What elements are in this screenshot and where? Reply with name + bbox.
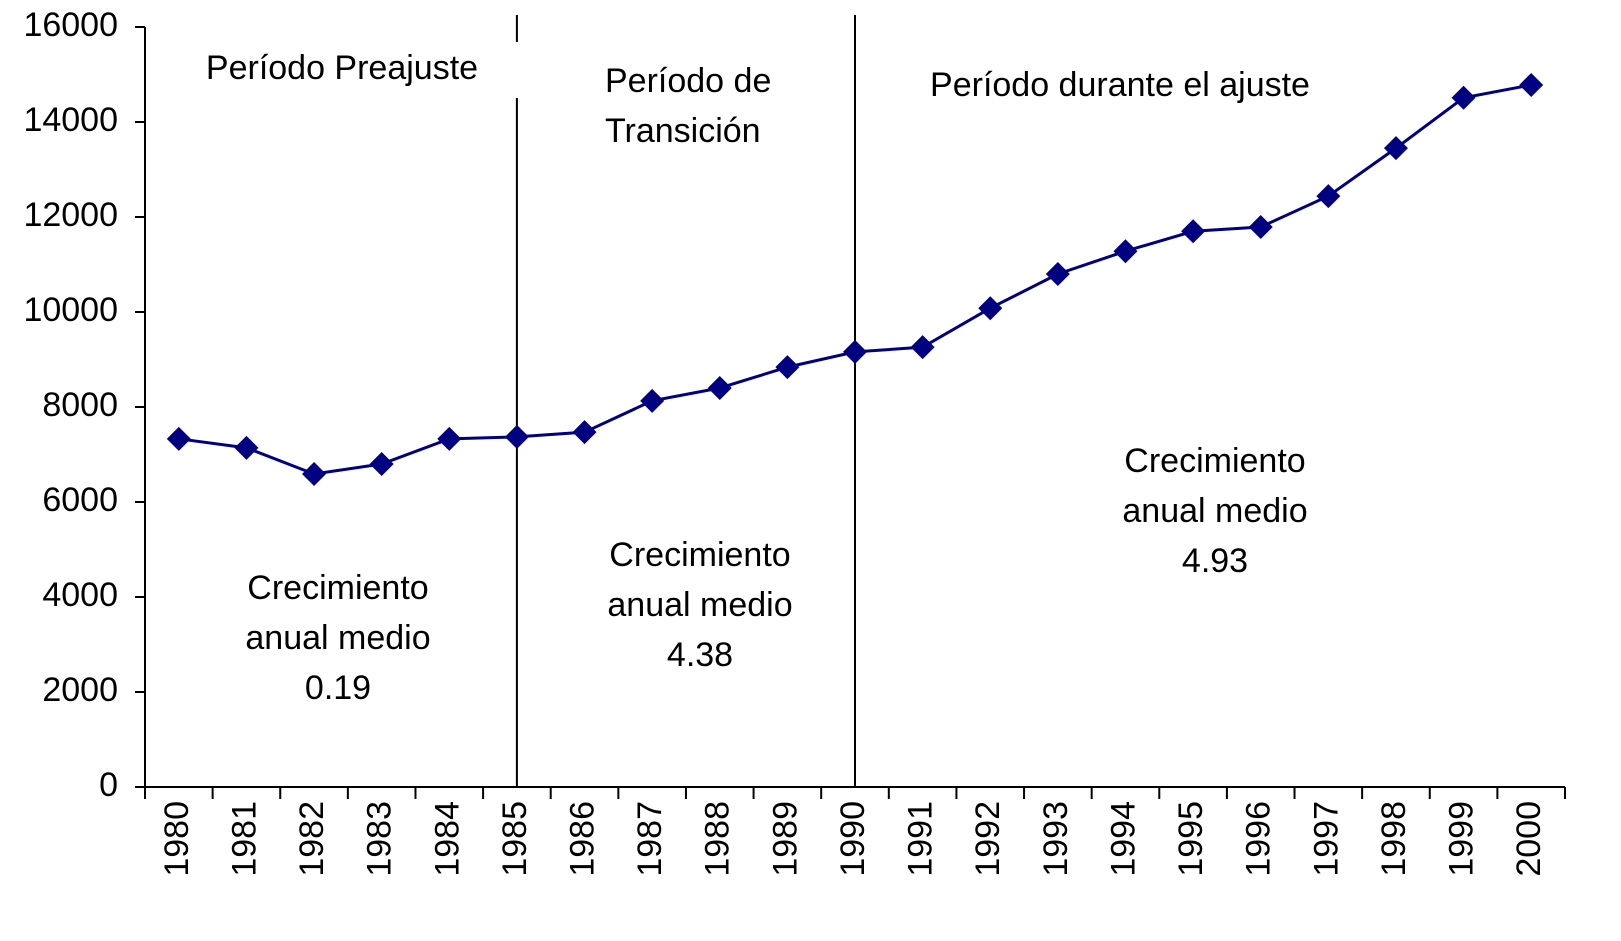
x-tick-label: 1984 bbox=[428, 801, 466, 877]
x-tick-label: 1997 bbox=[1307, 801, 1345, 877]
marker bbox=[707, 376, 732, 400]
x-tick-label: 1989 bbox=[766, 801, 804, 877]
marker bbox=[775, 355, 800, 380]
annotation: anual medio bbox=[1122, 492, 1307, 530]
x-tick-label: 1994 bbox=[1104, 801, 1142, 877]
marker bbox=[1383, 136, 1408, 161]
marker bbox=[437, 426, 462, 451]
annotation: Crecimiento bbox=[1124, 442, 1305, 480]
x-tick-label: 1981 bbox=[225, 801, 263, 877]
x-tick-label: 1998 bbox=[1375, 801, 1413, 877]
y-tick-label: 10000 bbox=[23, 291, 118, 329]
marker bbox=[302, 461, 327, 486]
annotation: Crecimiento bbox=[609, 536, 790, 574]
x-tick-label: 1985 bbox=[496, 801, 534, 877]
annotation: Período Preajuste bbox=[206, 49, 478, 87]
y-tick-label: 0 bbox=[99, 766, 118, 804]
marker bbox=[1248, 214, 1273, 239]
marker bbox=[1045, 262, 1070, 286]
y-tick-label: 8000 bbox=[42, 386, 118, 424]
x-tick-label: 1987 bbox=[631, 801, 669, 877]
annotation: Transición bbox=[605, 112, 761, 150]
marker bbox=[504, 424, 529, 449]
marker bbox=[1181, 219, 1206, 244]
x-tick-label: 1991 bbox=[902, 801, 940, 877]
y-tick-label: 16000 bbox=[23, 6, 118, 44]
x-tick-label: 1992 bbox=[969, 801, 1007, 877]
marker bbox=[1316, 184, 1341, 209]
x-tick-label: 1993 bbox=[1037, 801, 1075, 877]
marker bbox=[910, 335, 935, 360]
marker bbox=[978, 296, 1003, 321]
marker bbox=[1451, 85, 1476, 110]
x-tick-label: 1990 bbox=[834, 801, 872, 877]
y-tick-label: 12000 bbox=[23, 196, 118, 234]
y-tick-label: 14000 bbox=[23, 101, 118, 139]
y-tick-label: 4000 bbox=[42, 576, 118, 614]
x-tick-label: 1988 bbox=[699, 801, 737, 877]
y-tick-label: 2000 bbox=[42, 671, 118, 709]
x-tick-label: 2000 bbox=[1510, 801, 1548, 877]
annotation: anual medio bbox=[607, 586, 792, 624]
marker bbox=[843, 339, 867, 364]
marker bbox=[1519, 72, 1544, 97]
x-tick-label: 1999 bbox=[1443, 801, 1481, 877]
annotation: Período durante el ajuste bbox=[930, 66, 1310, 104]
marker bbox=[640, 388, 665, 413]
annotation: 0.19 bbox=[305, 669, 371, 707]
x-tick-label: 1982 bbox=[293, 801, 331, 877]
marker bbox=[166, 426, 191, 451]
x-tick-label: 1980 bbox=[158, 801, 196, 877]
marker bbox=[234, 435, 259, 460]
marker bbox=[1113, 239, 1138, 264]
annotation: 4.93 bbox=[1182, 542, 1248, 580]
x-tick-label: 1996 bbox=[1240, 801, 1278, 877]
marker bbox=[369, 452, 394, 476]
y-tick-label: 6000 bbox=[42, 481, 118, 519]
marker bbox=[572, 420, 597, 445]
annotation: Período de bbox=[605, 62, 771, 100]
x-tick-label: 1986 bbox=[564, 801, 602, 877]
x-tick-label: 1983 bbox=[361, 801, 399, 877]
annotation: Crecimiento bbox=[247, 569, 428, 607]
annotation: 4.38 bbox=[667, 636, 733, 674]
x-tick-label: 1995 bbox=[1172, 801, 1210, 877]
annotation: anual medio bbox=[245, 619, 430, 657]
